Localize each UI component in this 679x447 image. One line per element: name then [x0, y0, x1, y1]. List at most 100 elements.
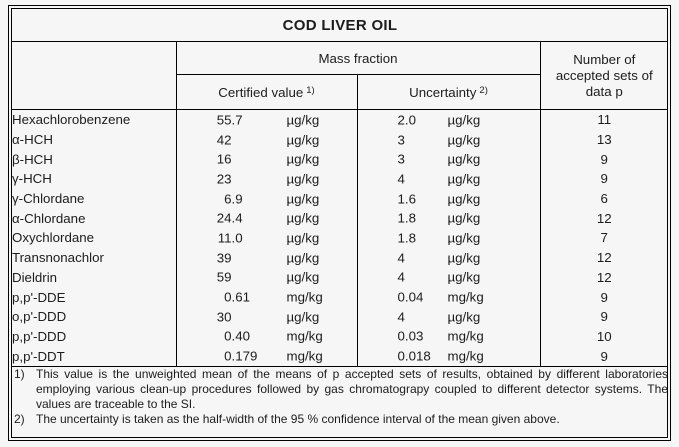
accepted-sets-value: 9 — [600, 348, 608, 364]
certified-value: 30 — [216, 309, 232, 325]
analyte-name: γ-Chlordane — [12, 188, 177, 209]
analyte-name: γ-HCH — [12, 169, 177, 189]
certified-value: 0.61 — [224, 289, 250, 305]
footnotes-section: 1) This value is the unweighted mean of … — [12, 365, 668, 427]
header-row-2: Certified value 1) Uncertainty 2) — [12, 74, 667, 110]
table-row: Oxychlordane 11.0 µg/kg 1.8 µg/kg 7 — [12, 228, 667, 248]
analyte-name: p,p'-DDE — [12, 287, 177, 307]
footnotes-row: 1) This value is the unweighted mean of … — [12, 365, 668, 427]
uncertainty-cell: 0.04 mg/kg — [357, 287, 541, 307]
uncertainty-cell: 4 µg/kg — [357, 267, 541, 288]
certified-value-cell: 23 µg/kg — [176, 169, 358, 189]
certified-value-unit: mg/kg — [286, 289, 323, 305]
certified-value-cell: 6.9 µg/kg — [176, 188, 358, 209]
certified-value-cell: 39 µg/kg — [176, 247, 358, 268]
certified-value: 42 — [216, 132, 232, 148]
uncertainty-header: Uncertainty 2) — [357, 74, 541, 110]
uncertainty-cell: 0.018 mg/kg — [357, 346, 541, 367]
uncertainty-value: 4 — [397, 250, 405, 266]
accepted-sets-header-line1: Number of — [573, 51, 636, 67]
certified-values-table: COD LIVER OIL Mass fraction Number of ac… — [12, 9, 668, 427]
uncertainty-cell: 4 µg/kg — [357, 306, 541, 327]
uncertainty-unit: µg/kg — [447, 132, 481, 148]
certified-value-cell: 30 µg/kg — [176, 306, 358, 327]
certified-value-unit: µg/kg — [286, 151, 320, 167]
uncertainty-unit: mg/kg — [447, 328, 484, 344]
analyte-name: Dieldrin — [12, 267, 177, 288]
table-row: α-HCH 42 µg/kg 3 µg/kg 13 — [12, 129, 667, 150]
uncertainty-unit: µg/kg — [447, 269, 481, 285]
uncertainty-cell: 4 µg/kg — [357, 247, 541, 268]
footnote-1: 1) This value is the unweighted mean of … — [12, 366, 668, 412]
certified-value-unit: µg/kg — [286, 132, 320, 148]
accepted-sets-header-line3: data p — [585, 83, 623, 99]
footnote-ref-2: 2) — [479, 84, 488, 96]
uncertainty-unit: µg/kg — [447, 210, 481, 226]
table-title: COD LIVER OIL — [12, 9, 667, 42]
certified-value-cell: 16 µg/kg — [176, 149, 358, 170]
accepted-sets-value: 7 — [600, 230, 608, 246]
footnote-2: 2) The uncertainty is taken as the half-… — [12, 411, 667, 427]
table-row: Dieldrin 59 µg/kg 4 µg/kg 12 — [12, 267, 667, 288]
analyte-header-blank — [12, 41, 177, 110]
analyte-name: Hexachlorobenzene — [12, 109, 177, 130]
accepted-sets-value: 10 — [596, 328, 612, 344]
certified-value-cell: 24.4 µg/kg — [176, 208, 358, 229]
analyte-name: β-HCH — [12, 149, 177, 170]
footnote-1-label: 1) — [14, 366, 25, 381]
uncertainty-unit: µg/kg — [447, 309, 481, 325]
uncertainty-cell: 0.03 mg/kg — [357, 326, 541, 347]
accepted-sets-value: 9 — [600, 289, 608, 305]
footnote-1-text: This value is the unweighted mean of the… — [36, 366, 668, 411]
uncertainty-value: 1.8 — [397, 230, 417, 246]
table-row: γ-Chlordane 6.9 µg/kg 1.6 µg/kg 6 — [12, 188, 667, 209]
accepted-sets-value: 6 — [600, 191, 608, 207]
uncertainty-unit: µg/kg — [447, 151, 481, 167]
analyte-name: o,p'-DDD — [12, 306, 177, 327]
uncertainty-value: 2.0 — [397, 112, 417, 128]
accepted-sets-value: 13 — [596, 132, 612, 148]
certified-value-unit: µg/kg — [286, 309, 320, 325]
uncertainty-unit: µg/kg — [447, 112, 481, 128]
analyte-name: p,p'-DDD — [12, 326, 177, 347]
certified-value: 23 — [216, 171, 232, 187]
certified-value: 6.9 — [224, 191, 243, 207]
uncertainty-value: 1.6 — [397, 191, 417, 207]
certified-value-unit: µg/kg — [286, 210, 320, 226]
uncertainty-value: 4 — [397, 171, 405, 187]
accepted-sets-header: Number of accepted sets of data p — [540, 41, 667, 110]
data-rows: Hexachlorobenzene 55.7 µg/kg 2.0 µg/kg 1… — [12, 109, 667, 367]
analyte-name: Transnonachlor — [12, 247, 177, 268]
certified-value-unit: mg/kg — [286, 348, 323, 364]
table-row: α-Chlordane 24.4 µg/kg 1.8 µg/kg 12 — [12, 208, 667, 229]
uncertainty-value: 3 — [397, 132, 405, 148]
certified-value-unit: µg/kg — [286, 230, 320, 246]
uncertainty-cell: 3 µg/kg — [357, 129, 541, 150]
certified-value-cell: 42 µg/kg — [176, 129, 358, 150]
table-row: Transnonachlor 39 µg/kg 4 µg/kg 12 — [12, 247, 667, 268]
certified-value: 39 — [216, 250, 232, 266]
certified-value-unit: µg/kg — [286, 171, 320, 187]
analyte-name: α-Chlordane — [12, 208, 177, 229]
certified-value: 16 — [216, 151, 232, 167]
certified-value: 59 — [216, 269, 232, 285]
certified-value: 24.4 — [216, 210, 243, 226]
certified-value-cell: 0.40 mg/kg — [176, 326, 358, 347]
certified-value-unit: µg/kg — [286, 112, 320, 128]
uncertainty-unit: mg/kg — [447, 348, 484, 364]
certified-value-unit: µg/kg — [286, 250, 320, 266]
table-outer-border: COD LIVER OIL Mass fraction Number of ac… — [8, 5, 671, 441]
uncertainty-cell: 2.0 µg/kg — [357, 109, 541, 130]
accepted-sets-value: 9 — [600, 151, 608, 167]
accepted-sets-value: 9 — [600, 171, 608, 187]
analyte-name: p,p'-DDT — [12, 346, 177, 367]
table-row: γ-HCH 23 µg/kg 4 µg/kg 9 — [12, 169, 667, 189]
uncertainty-cell: 1.8 µg/kg — [357, 228, 541, 248]
certified-value: 0.179 — [224, 348, 258, 364]
footnote-2-label: 2) — [14, 411, 25, 426]
table-title-row: COD LIVER OIL — [12, 9, 667, 42]
table-row: β-HCH 16 µg/kg 3 µg/kg 9 — [12, 149, 667, 170]
uncertainty-value: 0.018 — [397, 348, 431, 364]
table-inner-border: COD LIVER OIL Mass fraction Number of ac… — [11, 8, 668, 438]
